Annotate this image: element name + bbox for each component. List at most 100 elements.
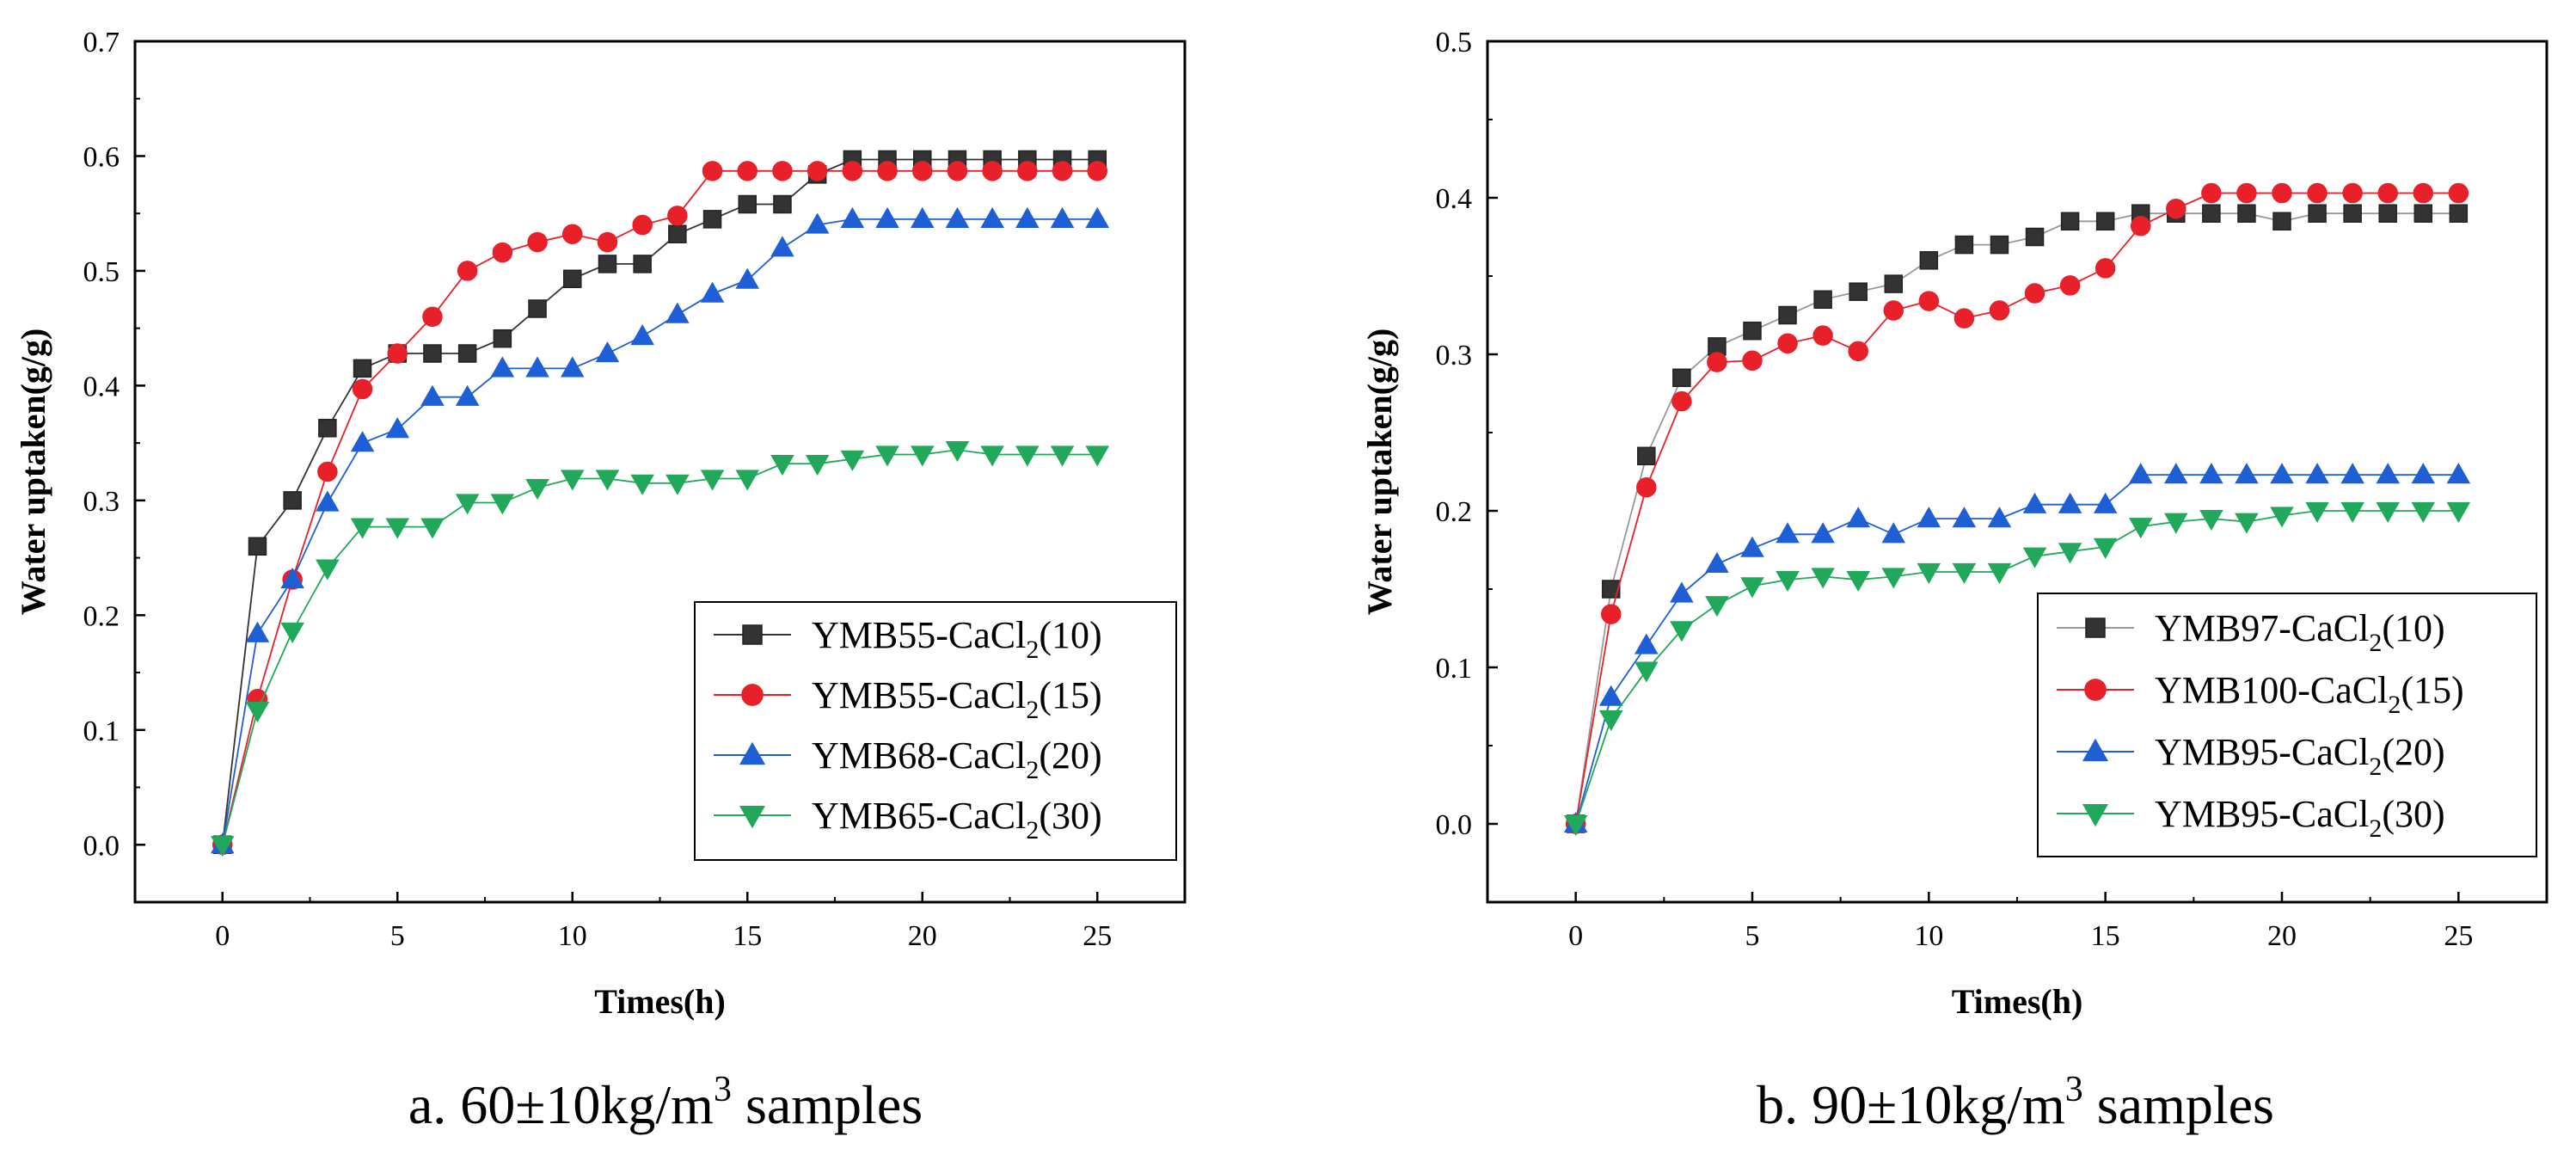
panel-caption: b. 90±10kg/m3 samples bbox=[1757, 1070, 2274, 1135]
data-point bbox=[527, 231, 548, 253]
data-point bbox=[563, 269, 582, 289]
data-point bbox=[1918, 291, 1940, 311]
legend-label-main: YMB100-CaCl bbox=[2155, 669, 2388, 711]
data-point bbox=[1846, 507, 1870, 528]
data-point bbox=[245, 701, 270, 723]
data-point bbox=[1636, 476, 1657, 498]
y-tick-label: 0.2 bbox=[83, 600, 120, 632]
data-point bbox=[597, 231, 618, 253]
data-point bbox=[1742, 350, 1763, 372]
legend-label-main: YMB97-CaCl bbox=[2155, 607, 2369, 649]
data-point bbox=[1812, 325, 1833, 346]
data-point bbox=[2202, 204, 2221, 223]
data-point bbox=[2376, 463, 2400, 484]
legend: YMB55-CaCl2(10)YMB55-CaCl2(15)YMB68-CaCl… bbox=[694, 601, 1177, 861]
data-point bbox=[1813, 290, 1832, 310]
x-tick-label: 5 bbox=[390, 920, 405, 952]
data-point bbox=[2305, 501, 2329, 524]
y-tick-label: 0.1 bbox=[1436, 653, 1473, 685]
data-point bbox=[2095, 258, 2116, 279]
data-point bbox=[735, 267, 760, 289]
data-point bbox=[1598, 710, 1623, 732]
data-point bbox=[700, 281, 725, 303]
legend-marker bbox=[739, 741, 766, 765]
data-point bbox=[560, 470, 585, 491]
legend-label-subscript: 2 bbox=[2369, 629, 2382, 657]
data-point bbox=[2130, 216, 2151, 236]
legend-marker bbox=[742, 624, 763, 645]
data-point bbox=[947, 161, 968, 181]
legend-label-suffix: (15) bbox=[2401, 669, 2463, 711]
data-point bbox=[2095, 212, 2115, 231]
data-point bbox=[630, 474, 654, 495]
data-point bbox=[283, 491, 302, 510]
data-point bbox=[318, 419, 337, 438]
data-point bbox=[1848, 341, 1868, 362]
data-point bbox=[945, 441, 970, 463]
legend-label-subscript: 2 bbox=[2388, 691, 2401, 719]
data-point bbox=[1670, 621, 1694, 642]
legend-label-suffix: (30) bbox=[1039, 795, 1101, 837]
data-point bbox=[668, 224, 687, 243]
data-point bbox=[1015, 206, 1040, 228]
data-point bbox=[1811, 568, 1835, 589]
data-point bbox=[2236, 182, 2257, 204]
data-point bbox=[2058, 492, 2082, 513]
legend-label: YMB95-CaCl2(30) bbox=[2155, 793, 2445, 843]
data-point bbox=[2166, 198, 2187, 219]
data-point bbox=[595, 341, 620, 363]
data-point bbox=[2093, 492, 2118, 513]
data-point bbox=[387, 343, 408, 364]
data-point bbox=[1846, 570, 1870, 593]
x-tick-label: 15 bbox=[2091, 920, 2120, 952]
data-point bbox=[2411, 463, 2436, 484]
legend-label-main: YMB65-CaCl bbox=[812, 795, 1026, 837]
data-point bbox=[1672, 368, 1691, 388]
y-tick-label: 0.4 bbox=[1436, 183, 1473, 215]
data-point bbox=[1671, 390, 1692, 412]
legend-label: YMB65-CaCl2(30) bbox=[812, 795, 1102, 845]
data-point bbox=[2235, 513, 2259, 534]
data-point bbox=[423, 344, 442, 363]
data-point bbox=[1635, 633, 1659, 654]
legend-box bbox=[694, 601, 1177, 861]
data-point bbox=[1637, 446, 1656, 466]
caption-suffix: samples bbox=[2083, 1074, 2274, 1135]
series-YMB68-CaCl2(20) bbox=[210, 206, 1110, 854]
legend-entry: YMB95-CaCl2(30) bbox=[2057, 793, 2445, 843]
legend-marker bbox=[739, 805, 766, 829]
data-point bbox=[665, 474, 690, 495]
data-point bbox=[912, 161, 933, 181]
data-point bbox=[875, 206, 899, 228]
legend-label-main: YMB55-CaCl bbox=[812, 614, 1026, 656]
data-point bbox=[1563, 814, 1588, 837]
data-point bbox=[805, 212, 830, 234]
legend-marker bbox=[2082, 738, 2109, 762]
caption-superscript: 3 bbox=[714, 1070, 732, 1109]
series-YMB55-CaCl2(15) bbox=[212, 161, 1107, 856]
data-point bbox=[1740, 536, 1764, 557]
y-tick-label: 0.7 bbox=[83, 27, 120, 58]
y-tick-label: 0.2 bbox=[1436, 496, 1473, 528]
data-point bbox=[1776, 570, 1800, 593]
legend-label-subscript: 2 bbox=[1026, 756, 1039, 784]
data-point bbox=[2449, 204, 2469, 223]
data-point bbox=[773, 194, 792, 214]
data-point bbox=[420, 384, 445, 406]
data-point bbox=[2446, 463, 2471, 484]
legend-label-main: YMB95-CaCl bbox=[2155, 731, 2369, 773]
data-point bbox=[2164, 513, 2188, 534]
data-point bbox=[245, 621, 270, 642]
data-point bbox=[1778, 305, 1797, 325]
legend-label-suffix: (20) bbox=[1039, 734, 1101, 777]
data-point bbox=[738, 194, 757, 214]
data-point bbox=[700, 470, 725, 491]
data-point bbox=[737, 161, 757, 181]
data-point bbox=[2378, 204, 2397, 223]
data-point bbox=[350, 518, 375, 539]
data-point bbox=[317, 461, 338, 482]
data-point bbox=[2446, 501, 2471, 524]
data-point bbox=[2164, 463, 2188, 484]
data-point bbox=[595, 470, 620, 491]
legend-label-subscript: 2 bbox=[2369, 752, 2382, 781]
